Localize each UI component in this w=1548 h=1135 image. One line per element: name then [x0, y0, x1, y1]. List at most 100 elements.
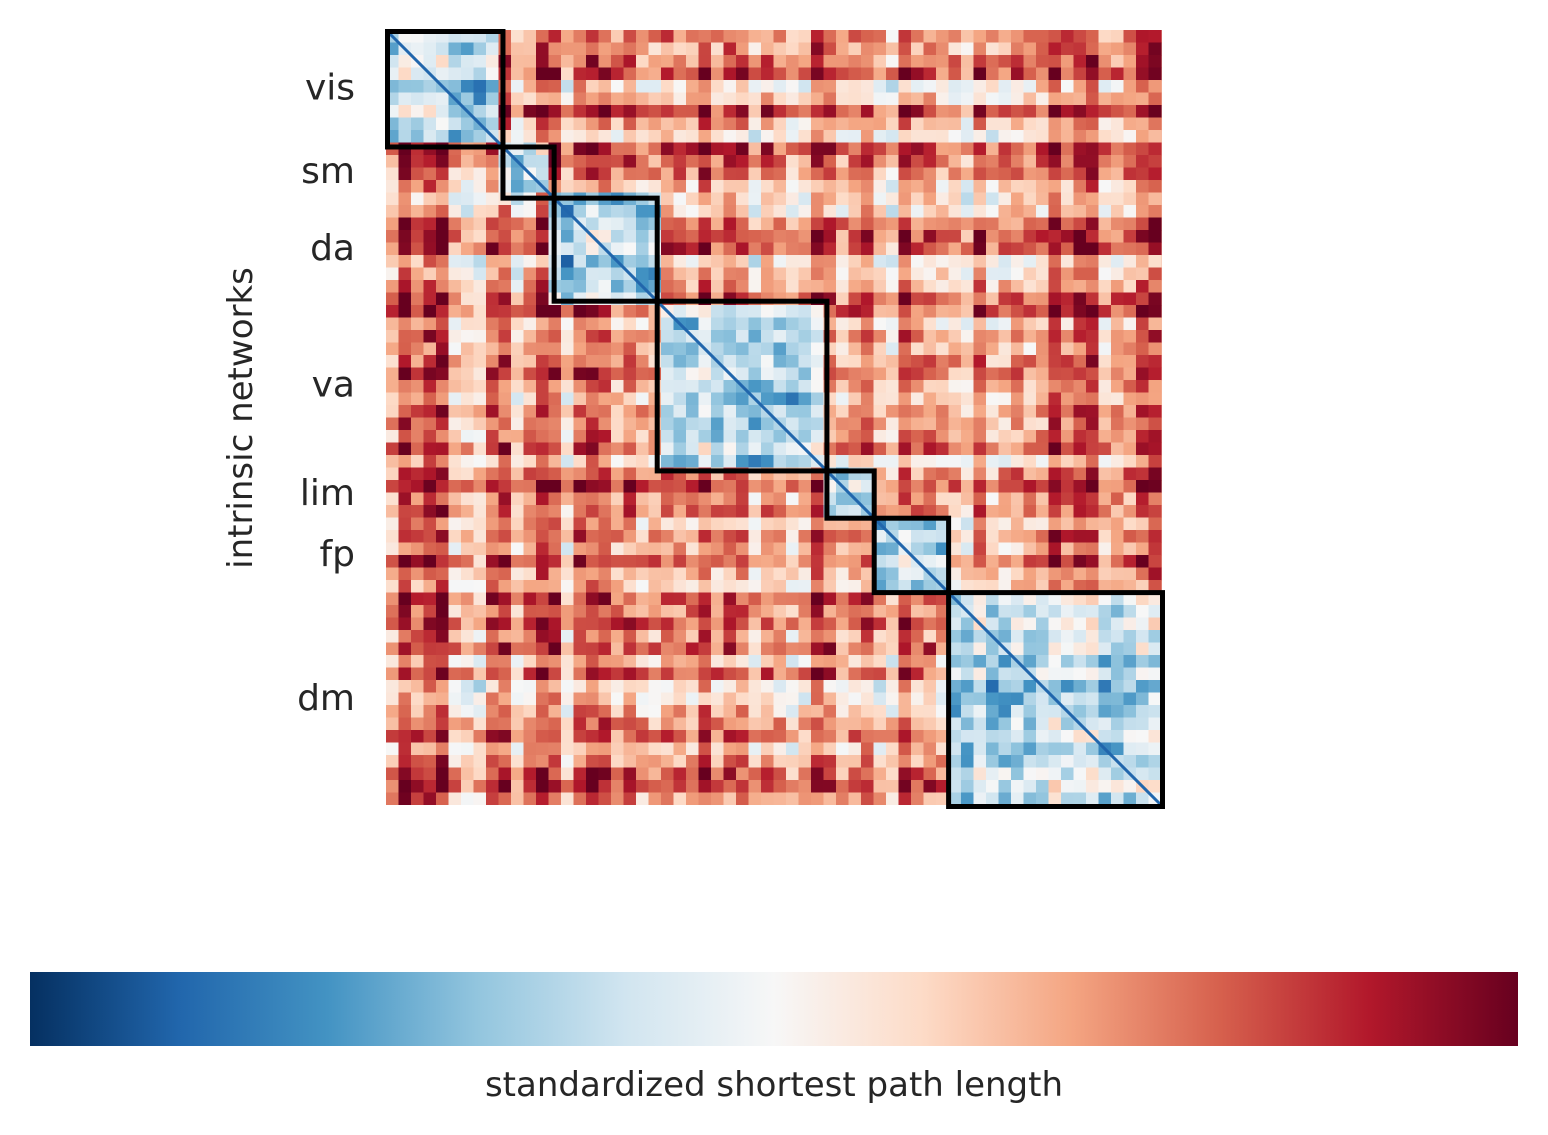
heatmap-cell [1098, 167, 1112, 181]
heatmap-cell [1036, 367, 1050, 381]
heatmap-cell [598, 205, 612, 219]
heatmap-cell [1073, 330, 1087, 344]
heatmap-cell [861, 380, 875, 394]
heatmap-cell [661, 505, 675, 519]
heatmap-cell [461, 317, 475, 331]
heatmap-cell [761, 355, 775, 369]
heatmap-cell [1086, 555, 1100, 569]
heatmap-cell [686, 42, 700, 56]
heatmap-cell [611, 430, 625, 444]
heatmap-cell [886, 192, 900, 206]
heatmap-cell [1048, 480, 1062, 494]
heatmap-cell [448, 492, 462, 506]
heatmap-cell [711, 742, 725, 756]
heatmap-cell [936, 367, 950, 381]
heatmap-cell [1061, 592, 1075, 606]
heatmap-cell [461, 755, 475, 769]
heatmap-cell [711, 692, 725, 706]
heatmap-cell [973, 405, 987, 419]
heatmap-cell [498, 542, 512, 556]
heatmap-cell [948, 330, 962, 344]
heatmap-cell [898, 255, 912, 269]
heatmap-cell [1148, 480, 1162, 494]
heatmap-cell [1098, 230, 1112, 244]
heatmap-cell [648, 30, 662, 44]
heatmap-cell [698, 642, 712, 656]
heatmap-cell [761, 330, 775, 344]
heatmap-cell [861, 580, 875, 594]
heatmap-cell [486, 742, 500, 756]
heatmap-cell [873, 130, 887, 144]
heatmap-cell [436, 205, 450, 219]
heatmap-cell [1023, 130, 1037, 144]
heatmap-cell [773, 305, 787, 319]
heatmap-cell [673, 355, 687, 369]
heatmap-cell [973, 80, 987, 94]
heatmap-cell [586, 680, 600, 694]
heatmap-cell [1023, 30, 1037, 44]
heatmap-cell [473, 330, 487, 344]
heatmap-cell [998, 280, 1012, 294]
heatmap-cell [836, 280, 850, 294]
heatmap-cell [886, 342, 900, 356]
heatmap-cell [1148, 167, 1162, 181]
heatmap-cell [948, 617, 962, 631]
heatmap-cell [823, 130, 837, 144]
heatmap-cell [623, 642, 637, 656]
heatmap-cell [1123, 742, 1137, 756]
heatmap-cell [886, 667, 900, 681]
heatmap-cell [411, 367, 425, 381]
heatmap-cell [786, 305, 800, 319]
heatmap-cell [961, 530, 975, 544]
heatmap-cell [1048, 430, 1062, 444]
heatmap-cell [886, 467, 900, 481]
heatmap-cell [486, 280, 500, 294]
heatmap-cell [398, 442, 412, 456]
heatmap-cell [648, 580, 662, 594]
heatmap-cell [536, 67, 550, 81]
heatmap-cell [736, 492, 750, 506]
heatmap-cell [861, 592, 875, 606]
heatmap-cell [611, 267, 625, 281]
heatmap-cell [898, 192, 912, 206]
heatmap-cell [998, 692, 1012, 706]
heatmap-cell [1073, 55, 1087, 69]
heatmap-cell [861, 192, 875, 206]
heatmap-cell [1086, 667, 1100, 681]
heatmap-cell [548, 55, 562, 69]
heatmap-cell [748, 655, 762, 669]
heatmap-cell [848, 517, 862, 531]
heatmap-cell [898, 67, 912, 81]
heatmap-cell [723, 242, 737, 256]
heatmap-cell [1023, 142, 1037, 156]
heatmap-cell [998, 380, 1012, 394]
heatmap-cell [811, 242, 825, 256]
heatmap-cell [1061, 317, 1075, 331]
heatmap-cell [536, 405, 550, 419]
heatmap-cell [1011, 680, 1025, 694]
heatmap-cell [511, 605, 525, 619]
heatmap-cell [398, 292, 412, 306]
heatmap-cell [673, 742, 687, 756]
heatmap-cell [411, 742, 425, 756]
heatmap-cell [623, 117, 637, 131]
heatmap-cell [836, 442, 850, 456]
heatmap-cell [936, 792, 950, 805]
heatmap-cell [1136, 105, 1150, 119]
heatmap-cell [998, 605, 1012, 619]
heatmap-cell [636, 267, 650, 281]
heatmap-cell [773, 530, 787, 544]
heatmap-cell [736, 792, 750, 805]
heatmap-cell [486, 542, 500, 556]
heatmap-cell [523, 692, 537, 706]
heatmap-cell [748, 680, 762, 694]
heatmap-cell [761, 92, 775, 106]
heatmap-cell [998, 317, 1012, 331]
heatmap-cell [786, 367, 800, 381]
heatmap-cell [411, 417, 425, 431]
heatmap-cell [1111, 117, 1125, 131]
heatmap-cell [386, 217, 400, 231]
heatmap-cell [548, 80, 562, 94]
heatmap-cell [711, 717, 725, 731]
heatmap-cell [1086, 492, 1100, 506]
